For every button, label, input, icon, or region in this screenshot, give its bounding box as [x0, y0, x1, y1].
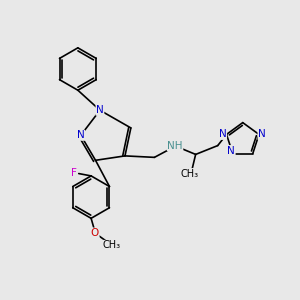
Text: N: N: [96, 105, 104, 115]
Text: F: F: [71, 168, 77, 178]
Text: N: N: [219, 129, 226, 140]
Text: N: N: [227, 146, 235, 156]
Text: NH: NH: [167, 141, 183, 151]
Text: CH₃: CH₃: [181, 169, 199, 178]
Text: N: N: [77, 130, 85, 140]
Text: CH₃: CH₃: [103, 240, 121, 250]
Text: N: N: [258, 129, 266, 140]
Text: O: O: [91, 228, 99, 238]
